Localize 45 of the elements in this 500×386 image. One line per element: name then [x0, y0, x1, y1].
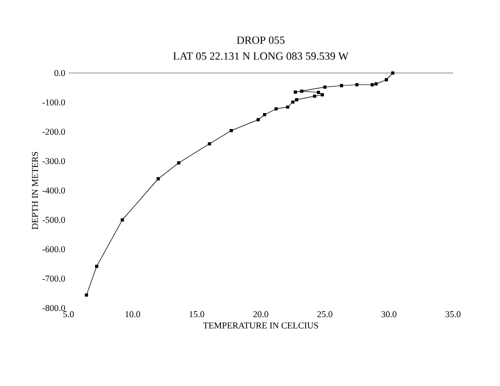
point [340, 84, 344, 88]
y-tick-label: -600.0 [42, 246, 65, 252]
point [208, 142, 212, 146]
point [320, 93, 324, 96]
y-tick-label: -300.0 [42, 158, 65, 164]
x-tick-label: 25.0 [317, 311, 332, 318]
point [286, 105, 290, 109]
y-tick-label: -500.0 [42, 216, 65, 223]
x-tick-label: 5.0 [63, 311, 74, 318]
x-tick-label: 10.0 [126, 311, 140, 318]
point [294, 90, 297, 94]
x-axis-title: TEMPERATURE IN CELCIUS [203, 322, 318, 328]
x-tick-label: 35.0 [446, 311, 461, 318]
point [256, 118, 260, 122]
point [120, 218, 124, 222]
point [384, 78, 388, 82]
point [274, 107, 278, 110]
x-tick-label: 20.0 [253, 311, 268, 318]
chart-subtitle: LAT 05 22.131 N LONG 083 59.539 W [173, 52, 349, 60]
point [370, 83, 374, 86]
y-tick-label: -400.0 [42, 187, 65, 194]
point [295, 98, 298, 102]
point [84, 293, 88, 297]
point [312, 94, 316, 98]
point [355, 83, 358, 86]
point [316, 90, 320, 94]
point [95, 264, 98, 268]
point [323, 86, 326, 89]
y-tick-label: 0.0 [54, 70, 65, 76]
point [177, 161, 180, 164]
chart-title: DROP 055 [236, 36, 285, 44]
point [391, 71, 394, 75]
point [300, 90, 304, 93]
point [156, 177, 160, 180]
point [374, 82, 378, 86]
y-tick-label: -800.0 [42, 304, 65, 312]
x-tick-label: 15.0 [190, 311, 204, 318]
point [291, 100, 294, 104]
point [230, 128, 233, 132]
y-tick-label: -200.0 [42, 128, 65, 135]
x-tick-label: 30.0 [382, 311, 396, 318]
y-tick-label: -700.0 [42, 276, 65, 282]
point [263, 113, 266, 116]
y-tick-label: -100.0 [42, 99, 65, 106]
y-axis-title: DEPTH IN METERS [32, 152, 38, 230]
